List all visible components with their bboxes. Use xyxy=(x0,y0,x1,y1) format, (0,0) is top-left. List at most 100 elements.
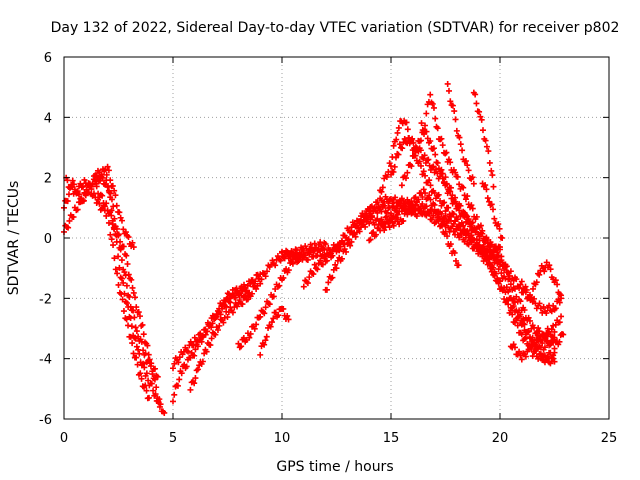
data-point xyxy=(80,197,87,204)
data-point xyxy=(489,172,496,179)
data-point xyxy=(194,366,201,373)
x-tick-label: 20 xyxy=(492,431,509,446)
data-point xyxy=(292,250,299,257)
data-point xyxy=(486,260,493,267)
y-tick-label: 6 xyxy=(44,51,52,66)
grid-lines xyxy=(64,57,609,419)
data-point xyxy=(107,190,114,197)
data-point xyxy=(526,317,533,324)
data-point xyxy=(427,182,434,189)
data-point xyxy=(539,352,546,359)
data-point xyxy=(209,320,216,327)
data-point xyxy=(490,264,497,271)
data-point xyxy=(134,361,141,368)
data-point xyxy=(460,184,467,191)
data-point xyxy=(456,134,463,141)
data-point xyxy=(130,307,137,314)
data-point xyxy=(224,294,231,301)
data-point xyxy=(541,344,548,351)
data-point xyxy=(416,158,423,165)
data-point xyxy=(234,288,241,295)
data-point xyxy=(425,156,432,163)
data-point xyxy=(388,210,394,217)
data-point xyxy=(381,227,388,234)
data-point xyxy=(216,322,223,329)
y-tick-label: 0 xyxy=(44,232,52,247)
data-point xyxy=(80,183,87,190)
data-point xyxy=(385,220,392,227)
data-point xyxy=(171,391,178,398)
data-point xyxy=(546,262,553,269)
data-point xyxy=(323,257,330,264)
data-point xyxy=(96,200,103,207)
data-point xyxy=(213,313,220,320)
data-point xyxy=(311,240,318,247)
data-point xyxy=(429,100,436,107)
data-point xyxy=(184,348,191,355)
data-point xyxy=(224,314,231,321)
data-point xyxy=(503,297,510,304)
data-point xyxy=(510,303,517,310)
x-tick-label: 5 xyxy=(169,431,177,446)
x-tick-label: 0 xyxy=(60,431,68,446)
data-point xyxy=(488,241,495,248)
data-point xyxy=(484,255,491,262)
data-point xyxy=(473,213,480,220)
data-point xyxy=(74,189,81,196)
data-point xyxy=(140,347,147,354)
data-point xyxy=(194,338,201,345)
series-arc-18 xyxy=(418,120,565,341)
data-point xyxy=(107,231,114,238)
data-point xyxy=(507,307,514,314)
data-point xyxy=(295,258,302,265)
data-point xyxy=(393,205,400,212)
data-point xyxy=(170,365,176,372)
data-point xyxy=(390,222,397,229)
data-point xyxy=(521,321,528,328)
data-point xyxy=(122,229,129,236)
data-point xyxy=(464,162,471,169)
data-point xyxy=(132,324,139,331)
data-point xyxy=(288,249,295,256)
data-point xyxy=(277,257,284,264)
data-point xyxy=(517,281,524,288)
data-point xyxy=(478,116,485,123)
data-point xyxy=(285,316,292,323)
data-point xyxy=(422,190,429,197)
data-point xyxy=(452,198,459,205)
data-point xyxy=(552,305,559,312)
data-point xyxy=(423,110,430,117)
data-point xyxy=(276,282,283,289)
series-arc-4 xyxy=(93,183,163,410)
data-point xyxy=(518,331,525,338)
data-point xyxy=(133,354,140,361)
data-point xyxy=(413,144,420,151)
data-point xyxy=(183,363,190,370)
data-point xyxy=(208,335,215,342)
data-point xyxy=(459,147,466,154)
data-point xyxy=(336,247,343,254)
data-point xyxy=(119,296,126,303)
data-point xyxy=(386,224,393,231)
data-point xyxy=(544,333,551,340)
data-point xyxy=(109,182,116,189)
data-point xyxy=(543,310,550,317)
data-point xyxy=(131,314,138,321)
data-point xyxy=(272,262,279,269)
data-point xyxy=(144,342,151,349)
data-point xyxy=(495,221,502,228)
data-point xyxy=(142,382,149,389)
x-tick-label: 25 xyxy=(601,431,618,446)
data-point xyxy=(74,206,81,213)
data-point xyxy=(502,261,509,268)
data-point xyxy=(404,196,411,203)
data-point xyxy=(178,370,185,377)
data-point xyxy=(341,241,348,248)
data-point xyxy=(427,138,434,145)
data-point xyxy=(430,212,437,219)
data-point xyxy=(338,237,345,244)
data-point xyxy=(107,209,114,216)
series-arc-21 xyxy=(479,180,506,241)
data-point xyxy=(378,188,385,195)
data-point xyxy=(464,213,471,220)
